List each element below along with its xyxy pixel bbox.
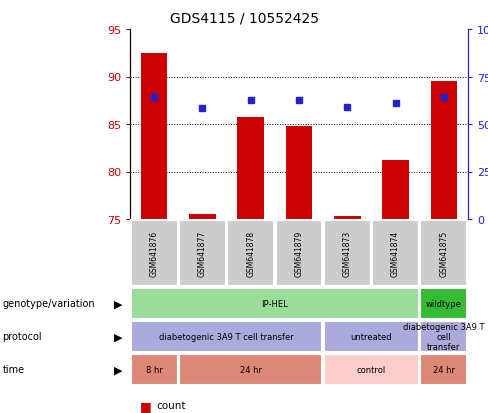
Text: protocol: protocol	[2, 332, 42, 342]
Text: control: control	[357, 365, 386, 374]
Text: GSM641876: GSM641876	[150, 230, 159, 276]
Bar	[334, 217, 361, 219]
Text: diabetogenic 3A9 T cell transfer: diabetogenic 3A9 T cell transfer	[159, 332, 294, 341]
Text: GSM641874: GSM641874	[391, 230, 400, 276]
Text: genotype/variation: genotype/variation	[2, 299, 95, 309]
Text: ▶: ▶	[114, 332, 122, 342]
Bar	[189, 215, 216, 219]
Text: ▶: ▶	[114, 299, 122, 309]
Text: untreated: untreated	[350, 332, 392, 341]
Text: 24 hr: 24 hr	[433, 365, 455, 374]
Text: GSM641879: GSM641879	[294, 230, 304, 276]
Text: time: time	[2, 365, 24, 375]
Text: GDS4115 / 10552425: GDS4115 / 10552425	[169, 12, 319, 26]
Text: ▶: ▶	[114, 365, 122, 375]
Bar	[238, 118, 264, 219]
Text: ■: ■	[140, 399, 151, 412]
Text: GSM641875: GSM641875	[439, 230, 448, 276]
Text: GSM641878: GSM641878	[246, 230, 255, 276]
Bar	[141, 54, 167, 219]
Text: GSM641873: GSM641873	[343, 230, 352, 276]
Text: 24 hr: 24 hr	[240, 365, 262, 374]
Text: diabetogenic 3A9 T
cell
transfer: diabetogenic 3A9 T cell transfer	[403, 322, 485, 351]
Text: count: count	[157, 401, 186, 411]
Text: GSM641877: GSM641877	[198, 230, 207, 276]
Text: wildtype: wildtype	[426, 299, 462, 308]
Bar	[430, 82, 457, 219]
Bar	[382, 161, 409, 219]
Text: 8 hr: 8 hr	[146, 365, 163, 374]
Bar	[285, 127, 312, 219]
Text: IP-HEL: IP-HEL	[262, 299, 288, 308]
